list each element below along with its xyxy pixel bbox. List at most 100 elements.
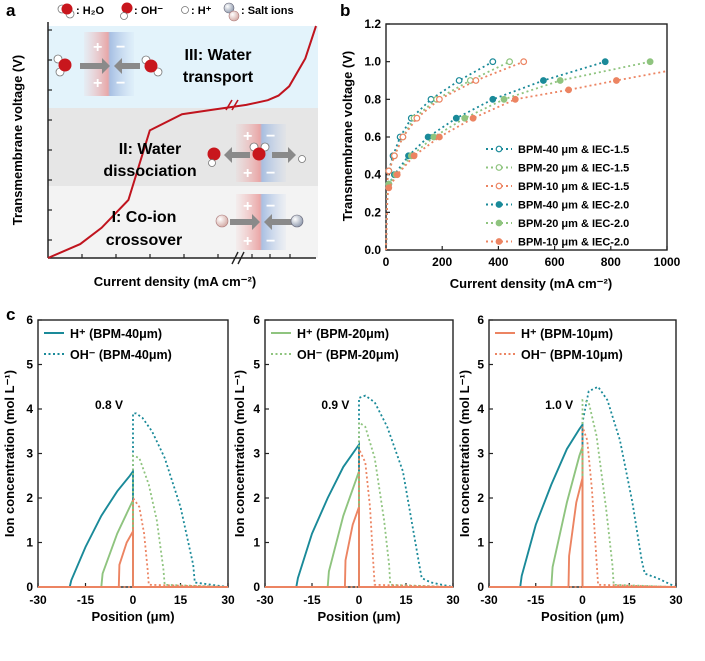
x-tick-label-b: 1000 [654, 255, 681, 269]
series-line [38, 412, 229, 588]
data-point-b [413, 114, 421, 122]
x-tick-label: -15 [77, 593, 95, 607]
plus-sign: + [243, 128, 252, 145]
y-tick-label: 1 [253, 536, 260, 550]
curve-break [225, 99, 239, 111]
legend-item: H⁺ (BPM-40μm) [44, 327, 162, 341]
legend-b-item: BPM-20 μm & IEC-2.0 [486, 218, 629, 230]
legend-label: OH⁻ (BPM-20μm) [297, 348, 399, 362]
axis-b-xlabel: Current density (mA cm⁻²) [450, 276, 612, 291]
series-line [489, 426, 677, 588]
y-tick-label: 4 [253, 402, 260, 416]
data-point-b [556, 77, 564, 84]
x-tick-label: -30 [480, 593, 498, 607]
data-point-b [540, 77, 547, 84]
y-tick-label: 6 [26, 313, 33, 327]
legend-label: OH⁻ (BPM-10μm) [521, 348, 623, 362]
plus-sign: + [93, 39, 102, 56]
minus-sign: − [116, 75, 125, 92]
voltage-annotation: 1.0 V [545, 398, 573, 412]
legend-item: H⁺ (BPM-10μm) [495, 327, 613, 341]
salt-ion-icon [215, 214, 229, 228]
salt-ion-icon [290, 214, 304, 228]
region-ii-line1: II: Water [119, 141, 182, 158]
legend-b-label: BPM-40 μm & IEC-1.5 [518, 144, 629, 156]
data-point-b [391, 152, 398, 160]
y-axis-label: Ion concentration (mol L⁻¹) [232, 370, 247, 537]
y-tick-label: 5 [253, 358, 260, 372]
data-point-b [410, 152, 418, 160]
data-point-b [613, 77, 620, 84]
y-tick-label-b: 0.8 [364, 92, 381, 106]
legend-label: H⁺ (BPM-20μm) [297, 327, 389, 341]
hydroxide-icon [207, 147, 221, 167]
minus-sign: − [116, 39, 125, 56]
legend-b-item: BPM-40 μm & IEC-2.0 [486, 200, 629, 212]
y-tick-label: 2 [253, 491, 260, 505]
legend-b-marker [495, 201, 503, 208]
axis-b-ylabel: Transmembrane voltage (V) [340, 51, 355, 222]
x-axis-label: Position (μm) [317, 609, 400, 624]
legend-b-marker [495, 219, 503, 227]
legend-b-label: BPM-10 μm & IEC-2.0 [518, 237, 629, 249]
legend-item: OH⁻ (BPM-20μm) [271, 348, 399, 362]
legend-a-proton: : H⁺ [191, 5, 212, 17]
x-tick-label-b: 800 [601, 255, 621, 269]
data-point-b [489, 58, 497, 66]
x-tick-label: -30 [29, 593, 47, 607]
legend-b-marker [495, 164, 503, 171]
legend-label: OH⁻ (BPM-40μm) [70, 348, 172, 362]
y-tick-label: 1 [477, 536, 484, 550]
subplot-c3: -30 -15 0 15 30 0 1 2 3 4 5 6 Position (μm) Ion conce… [457, 313, 683, 624]
legend-b-label: BPM-20 μm & IEC-1.5 [518, 163, 629, 175]
data-point-b [427, 95, 435, 103]
legend-b-label: BPM-40 μm & IEC-2.0 [518, 200, 629, 212]
data-point-b [646, 58, 654, 66]
data-point-b [393, 171, 401, 179]
minus-sign: − [266, 198, 275, 215]
proton-icon [298, 155, 306, 163]
legend-b-label: BPM-10 μm & IEC-1.5 [518, 181, 629, 193]
x-tick-label: -15 [527, 593, 545, 607]
y-tick-label: 3 [253, 447, 260, 461]
legend-b-marker [495, 182, 503, 190]
data-point-b [506, 58, 514, 66]
data-point-b [455, 77, 463, 84]
series-line [265, 394, 454, 588]
legend-label: H⁺ (BPM-40μm) [70, 327, 162, 341]
data-point-b [385, 184, 393, 192]
series-line-b [385, 60, 510, 251]
plus-sign: + [243, 165, 252, 182]
legend-b-marker [495, 145, 503, 153]
y-tick-label-b: 0.6 [364, 130, 381, 144]
panel-label-c: c [6, 305, 15, 324]
series-line [265, 448, 454, 588]
hydroxide-icon [120, 2, 133, 20]
x-tick-label: 30 [446, 593, 460, 607]
proton-icon [181, 6, 189, 14]
data-point-b [469, 114, 477, 122]
x-tick-label: 0 [356, 593, 363, 607]
plus-sign: + [243, 198, 252, 215]
y-tick-label: 5 [26, 358, 33, 372]
series-line [38, 495, 229, 588]
voltage-annotation: 0.9 V [321, 398, 349, 412]
y-tick-label-b: 0.2 [364, 205, 381, 219]
data-point-b [601, 58, 609, 66]
data-point-b [520, 58, 528, 66]
legend-item: OH⁻ (BPM-40μm) [44, 348, 172, 362]
legend-label: H⁺ (BPM-10μm) [521, 327, 613, 341]
series-line [265, 506, 453, 588]
y-tick-label: 0 [26, 580, 33, 594]
x-tick-label-b: 200 [432, 255, 452, 269]
x-tick-label: -30 [256, 593, 274, 607]
x-tick-label-b: 600 [545, 255, 565, 269]
plus-sign: + [243, 233, 252, 250]
x-tick-label: 15 [399, 593, 413, 607]
minus-sign: − [266, 233, 275, 250]
series-line-b [385, 60, 494, 251]
data-point-b [461, 114, 469, 122]
data-point-b [489, 95, 497, 103]
region-iii-line2: transport [183, 69, 254, 86]
